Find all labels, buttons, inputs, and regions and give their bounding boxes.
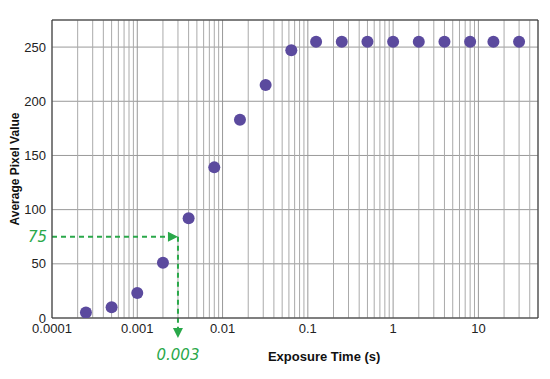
svg-text:0.001: 0.001 (121, 321, 154, 336)
svg-text:150: 150 (24, 148, 46, 163)
svg-text:0.0001: 0.0001 (32, 321, 72, 337)
svg-text:10: 10 (471, 321, 485, 336)
svg-text:100: 100 (24, 202, 46, 217)
svg-text:200: 200 (24, 94, 46, 109)
svg-text:0: 0 (39, 311, 46, 326)
svg-text:0.1: 0.1 (299, 321, 317, 336)
html-text:Average Pixel Value: Average Pixel Value (8, 112, 22, 226)
svg-text:1: 1 (389, 321, 396, 336)
svg-text:0.003: 0.003 (156, 346, 199, 364)
html-text:Exposure Time (s): Exposure Time (s) (267, 349, 381, 364)
svg-text:0.01: 0.01 (210, 321, 235, 336)
svg-text:50: 50 (32, 256, 46, 271)
svg-text:250: 250 (24, 40, 46, 55)
svg-text:75: 75 (28, 228, 47, 246)
